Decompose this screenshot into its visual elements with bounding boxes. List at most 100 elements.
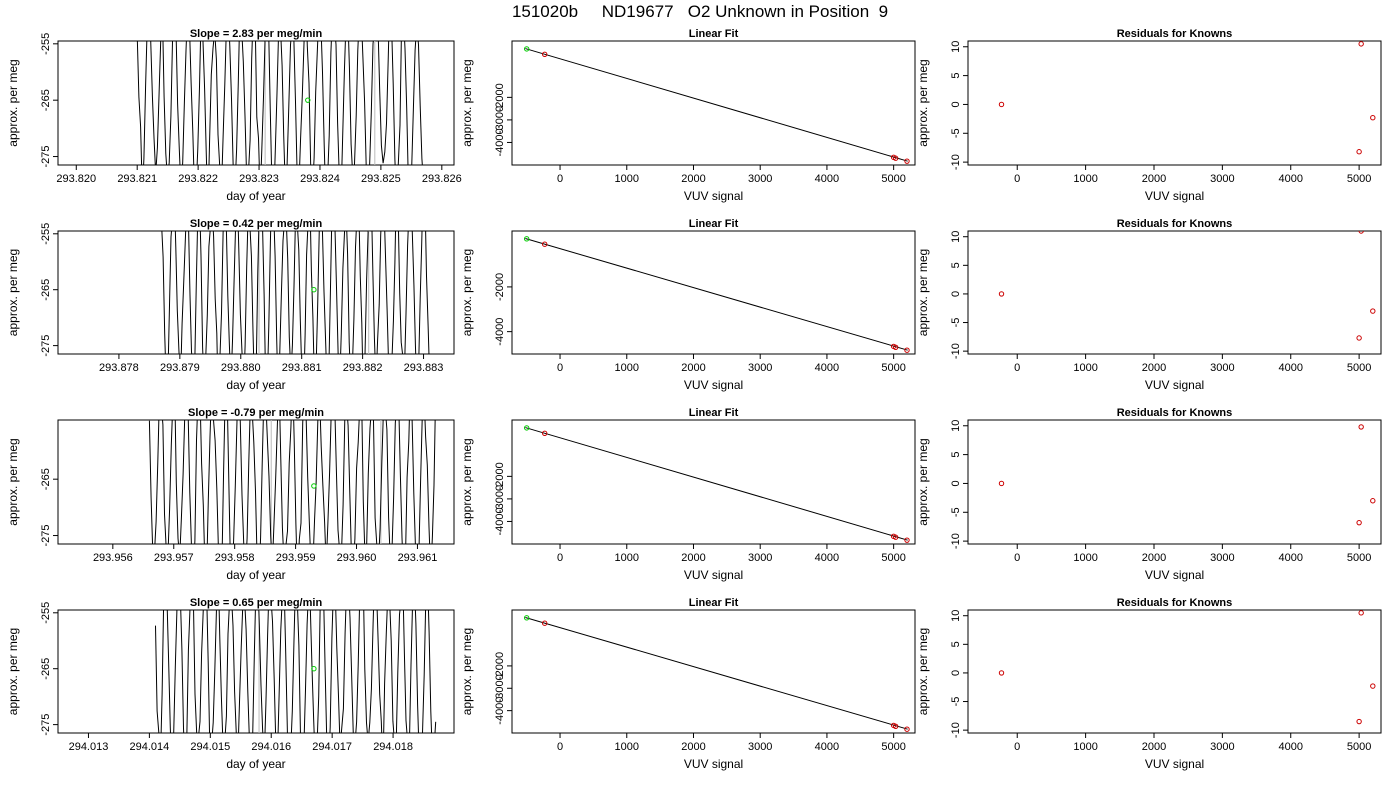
- x-tick-label: 4000: [1278, 552, 1302, 564]
- x-tick-label: 294.013: [69, 741, 109, 753]
- known-point: [892, 344, 899, 350]
- x-tick-label: 4000: [815, 741, 839, 753]
- plot-area: [998, 231, 1376, 341]
- y-tick-label: -265: [40, 89, 52, 111]
- x-tick-label: 4000: [1278, 362, 1302, 374]
- x-tick-label: 4000: [815, 362, 839, 374]
- x-tick-label: 4000: [815, 552, 839, 564]
- y-tick-label: -265: [40, 658, 52, 680]
- fit-line: [525, 427, 908, 541]
- y-tick-label: 10: [950, 610, 962, 622]
- y-tick-label: -265: [40, 279, 52, 301]
- x-tick-label: 5000: [881, 362, 905, 374]
- known-point: [892, 723, 899, 729]
- known-point: [904, 158, 910, 164]
- y-tick-label: 10: [950, 420, 962, 432]
- chart-title: Slope = 0.65 per meg/min: [190, 597, 323, 609]
- x-tick-label: 294.017: [312, 741, 352, 753]
- x-tick-label: 293.823: [239, 173, 279, 185]
- x-tick-label: 0: [557, 173, 563, 185]
- y-tick-label: -275: [40, 525, 52, 547]
- x-tick-label: 2000: [1142, 362, 1166, 374]
- plot-area: [136, 41, 423, 165]
- x-tick-label: 0: [557, 362, 563, 374]
- x-tick-label: 3000: [1210, 173, 1234, 185]
- known-point: [904, 537, 910, 543]
- x-tick-label: 1000: [615, 173, 639, 185]
- y-tick-label: -10: [950, 343, 962, 359]
- x-tick-label: 0: [1014, 362, 1020, 374]
- known-point: [541, 430, 548, 437]
- x-tick-label: 4000: [815, 173, 839, 185]
- y-tick-label: 5: [950, 262, 962, 268]
- x-tick-label: 293.824: [300, 173, 340, 185]
- fit-line: [525, 238, 908, 351]
- x-tick-label: 293.881: [282, 362, 322, 374]
- chart-title: Residuals for Knowns: [1117, 218, 1233, 230]
- y-tick-label: -255: [40, 33, 52, 55]
- x-tick-label: 5000: [881, 741, 905, 753]
- chart-panel: Residuals for Knowns 0 1000 2000 3000 4000 500…: [916, 28, 1382, 203]
- chart-panel: Linear Fit 0 1000 2000 3000 4000 5000 -2000-300…: [460, 597, 916, 771]
- chart-title: Residuals for Knowns: [1117, 28, 1233, 40]
- chart-title: Slope = -0.79 per meg/min: [188, 407, 324, 419]
- x-tick-label: 293.821: [117, 173, 157, 185]
- figure-title: 151020b ND19677 O2 Unknown in Position 9: [511, 2, 889, 21]
- x-tick-label: 1000: [1073, 552, 1097, 564]
- x-tick-label: 293.960: [337, 552, 377, 564]
- x-tick-label: 294.015: [190, 741, 230, 753]
- signal-trace: [155, 610, 437, 733]
- unknown-point: [523, 46, 530, 52]
- y-axis-label: approx. per meg: [916, 628, 930, 715]
- x-tick-label: 293.879: [160, 362, 200, 374]
- x-tick-label: 4000: [1278, 173, 1302, 185]
- x-tick-label: 294.016: [251, 741, 291, 753]
- chart-title: Residuals for Knowns: [1117, 407, 1233, 419]
- known-point: [541, 620, 548, 626]
- x-tick-label: 293.956: [93, 552, 133, 564]
- y-tick-label: -5: [950, 318, 962, 328]
- y-tick-label: -2000: [494, 83, 506, 111]
- x-tick-label: 293.822: [178, 173, 218, 185]
- y-axis-label: approx. per meg: [460, 438, 474, 525]
- x-tick-label: 2000: [681, 173, 705, 185]
- chart-panel: Slope = 2.83 per meg/min 293.820 293.821 29…: [6, 28, 462, 203]
- x-tick-label: 2000: [681, 362, 705, 374]
- fit-line: [525, 617, 908, 730]
- y-axis-label: approx. per meg: [6, 59, 20, 146]
- x-axis-label: day of year: [226, 378, 285, 392]
- y-tick-label: -2000: [494, 273, 506, 301]
- plot-area: [998, 610, 1376, 725]
- known-point: [1358, 41, 1364, 47]
- y-tick-label: -255: [40, 602, 52, 624]
- x-tick-label: 294.018: [373, 741, 413, 753]
- chart-title: Residuals for Knowns: [1117, 597, 1233, 609]
- x-tick-label: 0: [1014, 552, 1020, 564]
- x-tick-label: 5000: [1347, 552, 1371, 564]
- y-tick-label: -275: [40, 146, 52, 168]
- y-tick-label: -10: [950, 722, 962, 738]
- signal-trace: [148, 420, 436, 544]
- plot-area: [523, 615, 910, 732]
- x-tick-label: 293.882: [343, 362, 383, 374]
- x-axis-label: VUV signal: [684, 378, 743, 392]
- y-tick-label: 10: [950, 41, 962, 53]
- known-point: [1356, 149, 1362, 155]
- x-tick-label: 1000: [1073, 741, 1097, 753]
- unknown-point: [311, 666, 317, 672]
- x-tick-label: 293.826: [422, 173, 462, 185]
- y-tick-label: -5: [950, 697, 962, 707]
- plot-frame: [511, 40, 916, 166]
- y-tick-label: 0: [950, 480, 962, 486]
- x-tick-label: 3000: [748, 173, 772, 185]
- chart-panel: Slope = 0.42 per meg/min 293.878 293.879 29…: [6, 218, 455, 392]
- known-point: [998, 101, 1005, 108]
- x-tick-label: 3000: [1210, 362, 1234, 374]
- known-point: [1370, 115, 1376, 121]
- y-tick-label: -4000: [494, 318, 506, 346]
- y-axis-label: approx. per meg: [6, 628, 20, 715]
- known-point: [541, 241, 548, 247]
- x-axis-label: VUV signal: [1145, 378, 1204, 392]
- chart-panel: Residuals for Knowns 0 1000 2000 3000 4000 500…: [916, 597, 1382, 771]
